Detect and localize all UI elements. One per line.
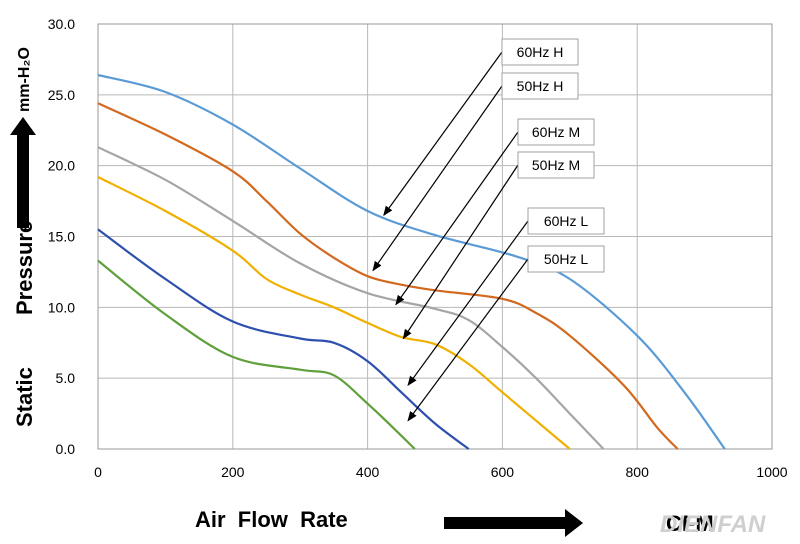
- series-line-50hz-h: [97, 102, 679, 450]
- x-axis-unit: CFM: [666, 511, 714, 536]
- x-tick-label: 200: [221, 464, 245, 480]
- callout-label: 50Hz M: [532, 157, 580, 173]
- callout-label: 60Hz M: [532, 124, 580, 140]
- y-tick-label: 5.0: [56, 370, 76, 386]
- callout-box: [501, 72, 579, 100]
- y-axis-title-pressure: Pressure: [12, 221, 37, 315]
- callout-box: [517, 151, 595, 179]
- y-tick-label: 0.0: [56, 441, 76, 457]
- y-axis-title-static: Static: [12, 367, 37, 427]
- x-tick-label: 0: [94, 464, 102, 480]
- callout-label: 60Hz H: [517, 44, 564, 60]
- watermark: DIENFAN: [660, 511, 766, 538]
- callout-label: 50Hz H: [517, 78, 564, 94]
- callout-arrow: [372, 85, 503, 272]
- callout-box: [527, 207, 605, 235]
- callout-label: 60Hz L: [544, 213, 589, 229]
- callout-arrows: [372, 51, 529, 422]
- callout-arrow: [407, 220, 529, 387]
- x-axis-arrow: [444, 509, 583, 537]
- x-tick-label: 1000: [756, 464, 787, 480]
- y-tick-label: 25.0: [48, 87, 75, 103]
- y-axis-arrow: [10, 117, 36, 228]
- series-line-50hz-m: [97, 176, 571, 450]
- plot-frame: [97, 23, 773, 450]
- x-tick-label: 800: [626, 464, 650, 480]
- y-tick-label: 30.0: [48, 16, 75, 32]
- callout-arrow: [402, 164, 519, 340]
- callout-labels: 60Hz H 50Hz H 60Hz M 50Hz M 60Hz L 50Hz L: [501, 38, 605, 273]
- series-line-60hz-m: [97, 146, 605, 450]
- grid: [97, 23, 773, 450]
- series-line-60hz-l: [97, 228, 470, 450]
- x-tick-label: 600: [491, 464, 515, 480]
- series-line-50hz-l: [97, 259, 416, 450]
- callout-arrow: [395, 131, 519, 306]
- tick-labels: 0 200 400 600 800 1000 0.0 5.0 10.0 15.0 20.0 25.0 3…: [48, 16, 788, 480]
- callout-arrow: [383, 51, 503, 217]
- y-tick-label: 15.0: [48, 229, 75, 245]
- callout-box: [517, 118, 595, 146]
- x-axis-title: Air Flow Rate: [195, 507, 348, 532]
- callout-box: [501, 38, 579, 66]
- series-lines: [97, 73, 726, 450]
- y-tick-label: 20.0: [48, 158, 75, 174]
- callout-box: [527, 245, 605, 273]
- callout-arrow: [407, 258, 529, 422]
- x-tick-label: 400: [356, 464, 380, 480]
- y-axis-unit: mm-H₂O: [16, 47, 33, 112]
- series-line-60hz-h: [97, 73, 726, 450]
- y-tick-label: 10.0: [48, 299, 75, 315]
- callout-label: 50Hz L: [544, 251, 589, 267]
